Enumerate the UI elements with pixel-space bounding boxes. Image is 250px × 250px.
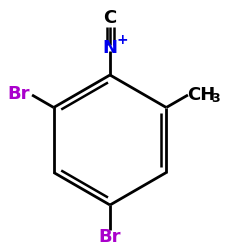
Text: +: + [116,33,128,47]
Text: CH: CH [188,86,216,103]
Text: N: N [102,38,118,56]
Text: Br: Br [99,228,121,246]
Text: 3: 3 [212,92,220,105]
Text: C: C [104,9,117,27]
Text: Br: Br [7,85,30,103]
